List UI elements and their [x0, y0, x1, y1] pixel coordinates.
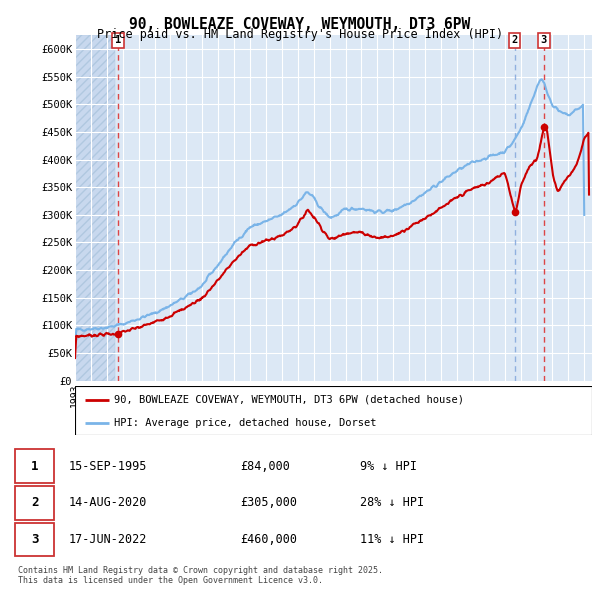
FancyBboxPatch shape: [15, 486, 54, 520]
Text: Price paid vs. HM Land Registry's House Price Index (HPI): Price paid vs. HM Land Registry's House …: [97, 28, 503, 41]
Text: 28% ↓ HPI: 28% ↓ HPI: [360, 496, 424, 510]
FancyBboxPatch shape: [15, 523, 54, 556]
Text: 1: 1: [31, 460, 38, 473]
Text: 1: 1: [115, 35, 121, 45]
Text: £84,000: £84,000: [240, 460, 290, 473]
Text: 14-AUG-2020: 14-AUG-2020: [69, 496, 148, 510]
Text: 2: 2: [31, 496, 38, 510]
Text: 9% ↓ HPI: 9% ↓ HPI: [360, 460, 417, 473]
Text: 17-JUN-2022: 17-JUN-2022: [69, 533, 148, 546]
Text: £305,000: £305,000: [240, 496, 297, 510]
Text: HPI: Average price, detached house, Dorset: HPI: Average price, detached house, Dors…: [114, 418, 376, 428]
FancyBboxPatch shape: [15, 450, 54, 483]
Text: 90, BOWLEAZE COVEWAY, WEYMOUTH, DT3 6PW: 90, BOWLEAZE COVEWAY, WEYMOUTH, DT3 6PW: [130, 17, 470, 31]
Text: 15-SEP-1995: 15-SEP-1995: [69, 460, 148, 473]
Text: 2: 2: [511, 35, 518, 45]
Text: 3: 3: [31, 533, 38, 546]
Text: 90, BOWLEAZE COVEWAY, WEYMOUTH, DT3 6PW (detached house): 90, BOWLEAZE COVEWAY, WEYMOUTH, DT3 6PW …: [114, 395, 464, 405]
Text: 3: 3: [541, 35, 547, 45]
Text: £460,000: £460,000: [240, 533, 297, 546]
Text: Contains HM Land Registry data © Crown copyright and database right 2025.
This d: Contains HM Land Registry data © Crown c…: [18, 566, 383, 585]
Text: 11% ↓ HPI: 11% ↓ HPI: [360, 533, 424, 546]
